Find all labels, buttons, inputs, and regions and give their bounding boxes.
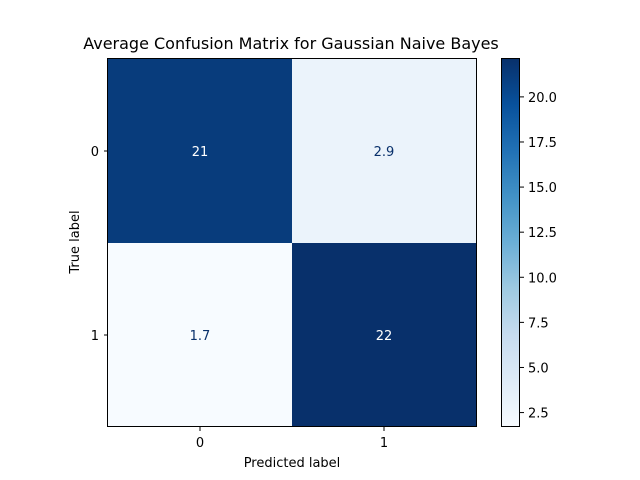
heatmap-cell bbox=[108, 59, 292, 243]
chart-title: Average Confusion Matrix for Gaussian Na… bbox=[83, 34, 499, 53]
cell-value-label: 22 bbox=[376, 329, 393, 344]
heatmap-cells: 21 2.9 1.7 22 bbox=[108, 59, 476, 427]
colorbar-tick-label: 17.5 bbox=[528, 136, 557, 151]
cell-value-label: 1.7 bbox=[190, 329, 211, 344]
colorbar-tick-label: 2.5 bbox=[528, 407, 549, 422]
y-tick-label: 0 bbox=[91, 145, 99, 160]
y-axis-label: True label bbox=[68, 210, 83, 274]
x-tick-label: 0 bbox=[196, 436, 204, 451]
colorbar-tick-label: 12.5 bbox=[528, 226, 557, 241]
colorbar bbox=[501, 58, 520, 427]
colorbar-tick-label: 5.0 bbox=[528, 361, 549, 376]
colorbar-tick-label: 7.5 bbox=[528, 316, 549, 331]
colorbar-tick-label: 20.0 bbox=[528, 91, 557, 106]
plot-frame bbox=[107, 58, 477, 427]
cell-value-label: 21 bbox=[192, 145, 209, 160]
x-tick-label: 1 bbox=[380, 436, 388, 451]
colorbar-tick-label: 15.0 bbox=[528, 181, 557, 196]
colorbar-ticks: 2.5 5.0 7.5 10.0 12.5 15.0 17.5 20.0 bbox=[520, 91, 557, 422]
x-axis-label: Predicted label bbox=[244, 456, 341, 471]
cell-value-label: 2.9 bbox=[374, 145, 395, 160]
heatmap-cell bbox=[292, 243, 476, 427]
heatmap-cell bbox=[108, 243, 292, 427]
y-tick-label: 1 bbox=[91, 329, 99, 344]
y-axis-ticks: 01 bbox=[91, 145, 108, 344]
heatmap-cell bbox=[292, 59, 476, 243]
colorbar-tick-label: 10.0 bbox=[528, 271, 557, 286]
